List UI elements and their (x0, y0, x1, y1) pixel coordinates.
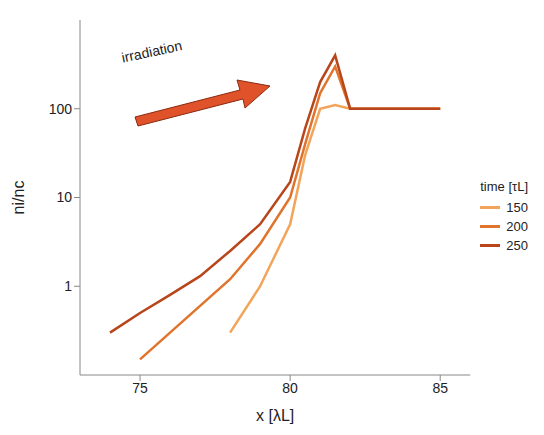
svg-text:85: 85 (432, 380, 448, 396)
svg-text:100: 100 (49, 101, 73, 117)
html-text:150: 150 (506, 199, 528, 215)
svg-text:x [λL]: x [λL] (256, 407, 294, 424)
svg-text:75: 75 (132, 380, 148, 396)
html-text:time [τL]: time [τL] (480, 178, 528, 194)
svg-text:10: 10 (56, 189, 72, 205)
svg-text:1: 1 (64, 278, 72, 294)
html-text:250: 250 (506, 237, 528, 253)
html-text:200: 200 (506, 218, 528, 234)
html-text:irradiation: irradiation (120, 37, 184, 66)
svg-text:ni/nc: ni/nc (10, 181, 27, 215)
svg-text:80: 80 (282, 380, 298, 396)
